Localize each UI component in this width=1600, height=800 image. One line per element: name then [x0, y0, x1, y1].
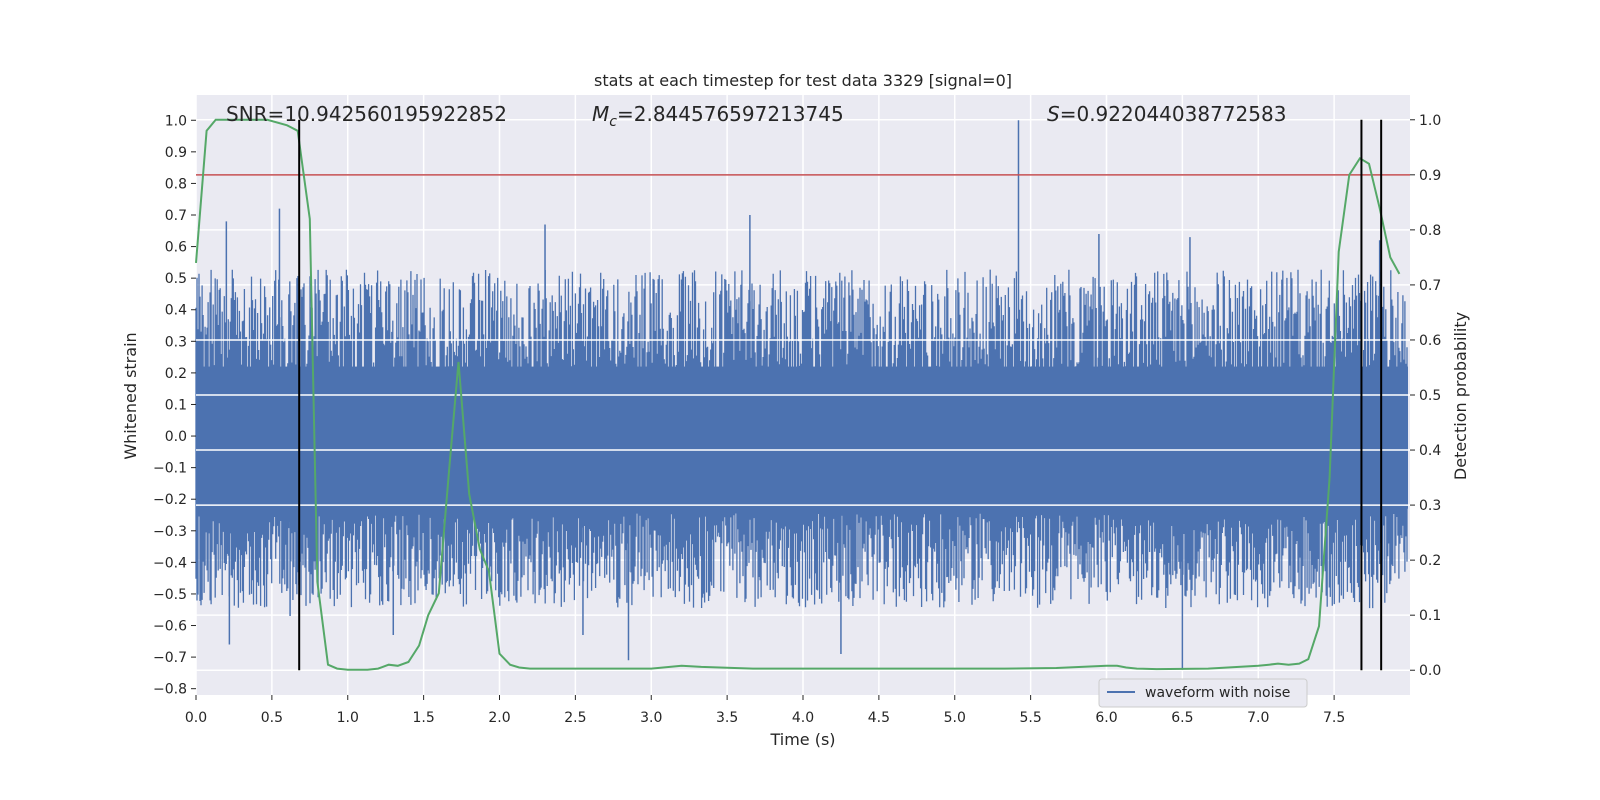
y-tick-label: −0.6: [153, 619, 187, 635]
x-axis-ticks: 0.0 0.5 1.0 1.5 2.0 2.5 3.0 3.5 4.0 4.5 5.0 5.5 6.0 6…: [185, 695, 1345, 726]
y2-tick-label: 0.3: [1419, 498, 1441, 514]
y2-tick-label: 0.4: [1419, 443, 1441, 459]
chirp-mass-annotation: Mc=2.844576597213745: [592, 102, 844, 130]
probability-curve: [195, 118, 1401, 671]
x-tick-label: 0.0: [185, 710, 207, 726]
y2-tick-label: 1.0: [1419, 113, 1441, 129]
y-tick-label: 0.3: [165, 334, 187, 350]
x-tick-label: 3.0: [640, 710, 662, 726]
y-tick-label: 0.0: [165, 429, 187, 445]
x-tick-label: 5.5: [1019, 710, 1041, 726]
x-tick-label: 6.0: [1095, 710, 1117, 726]
y2-axis-ticks: 1.0 0.9 0.8 0.7 0.6 0.5 0.4 0.3 0.2 0.1 0.0: [1410, 113, 1441, 679]
y2-tick-label: 0.8: [1419, 223, 1441, 239]
y-tick-label: −0.2: [153, 492, 187, 508]
y-axis-ticks: 1.0 0.9 0.8 0.7 0.6 0.5 0.4 0.3 0.2 0.1 0.0 −0.1 −0.…: [153, 113, 196, 698]
x-tick-label: 4.5: [868, 710, 890, 726]
y-tick-label: 0.1: [165, 397, 187, 413]
y-tick-label: −0.8: [153, 682, 187, 698]
legend: waveform with noise: [1098, 678, 1308, 708]
x-tick-label: 0.5: [261, 710, 283, 726]
x-tick-label: 4.0: [792, 710, 814, 726]
snr-annotation: SNR=10.942560195922852: [226, 102, 507, 126]
x-tick-label: 1.0: [337, 710, 359, 726]
y2-tick-label: 0.0: [1419, 663, 1441, 679]
vertical-markers: [298, 119, 1383, 671]
y-tick-label: 0.9: [165, 145, 187, 161]
y-tick-label: 0.8: [165, 176, 187, 192]
y2-tick-label: 0.7: [1419, 278, 1441, 294]
y2-axis-label: Detection probability: [1451, 312, 1470, 480]
y-tick-label: 0.2: [165, 366, 187, 382]
y-tick-label: −0.7: [153, 650, 187, 666]
x-tick-label: 2.0: [488, 710, 510, 726]
x-tick-label: 2.5: [564, 710, 586, 726]
x-tick-label: 6.5: [1171, 710, 1193, 726]
x-tick-label: 5.0: [944, 710, 966, 726]
x-tick-label: 1.5: [412, 710, 434, 726]
y-tick-label: −0.5: [153, 587, 187, 603]
y2-tick-label: 0.6: [1419, 333, 1441, 349]
x-axis-label: Time (s): [769, 730, 835, 749]
x-tick-label: 7.0: [1247, 710, 1269, 726]
y2-tick-label: 0.1: [1419, 608, 1441, 624]
y2-tick-label: 0.2: [1419, 553, 1441, 569]
waveform-series: [195, 120, 1410, 670]
y-tick-label: 1.0: [165, 113, 187, 129]
y2-tick-label: 0.9: [1419, 168, 1441, 184]
legend-label: waveform with noise: [1145, 685, 1290, 701]
x-tick-label: 7.5: [1323, 710, 1345, 726]
detection-probability-series: [195, 118, 1401, 671]
y2-tick-label: 0.5: [1419, 388, 1441, 404]
chart-title: stats at each timestep for test data 332…: [594, 71, 1012, 90]
y-tick-label: −0.3: [153, 524, 187, 540]
y-tick-label: −0.4: [153, 555, 187, 571]
y-tick-label: −0.1: [153, 461, 187, 477]
y-tick-label: 0.7: [165, 208, 187, 224]
x-tick-label: 3.5: [716, 710, 738, 726]
waveform-core: [196, 366, 1408, 509]
y-tick-label: 0.6: [165, 240, 187, 256]
score-annotation: S=0.922044038772583: [1047, 102, 1286, 126]
legend-box: [1098, 678, 1308, 708]
y-axis-label: Whitened strain: [121, 332, 140, 459]
y-tick-label: 0.5: [165, 271, 187, 287]
y-tick-label: 0.4: [165, 303, 187, 319]
